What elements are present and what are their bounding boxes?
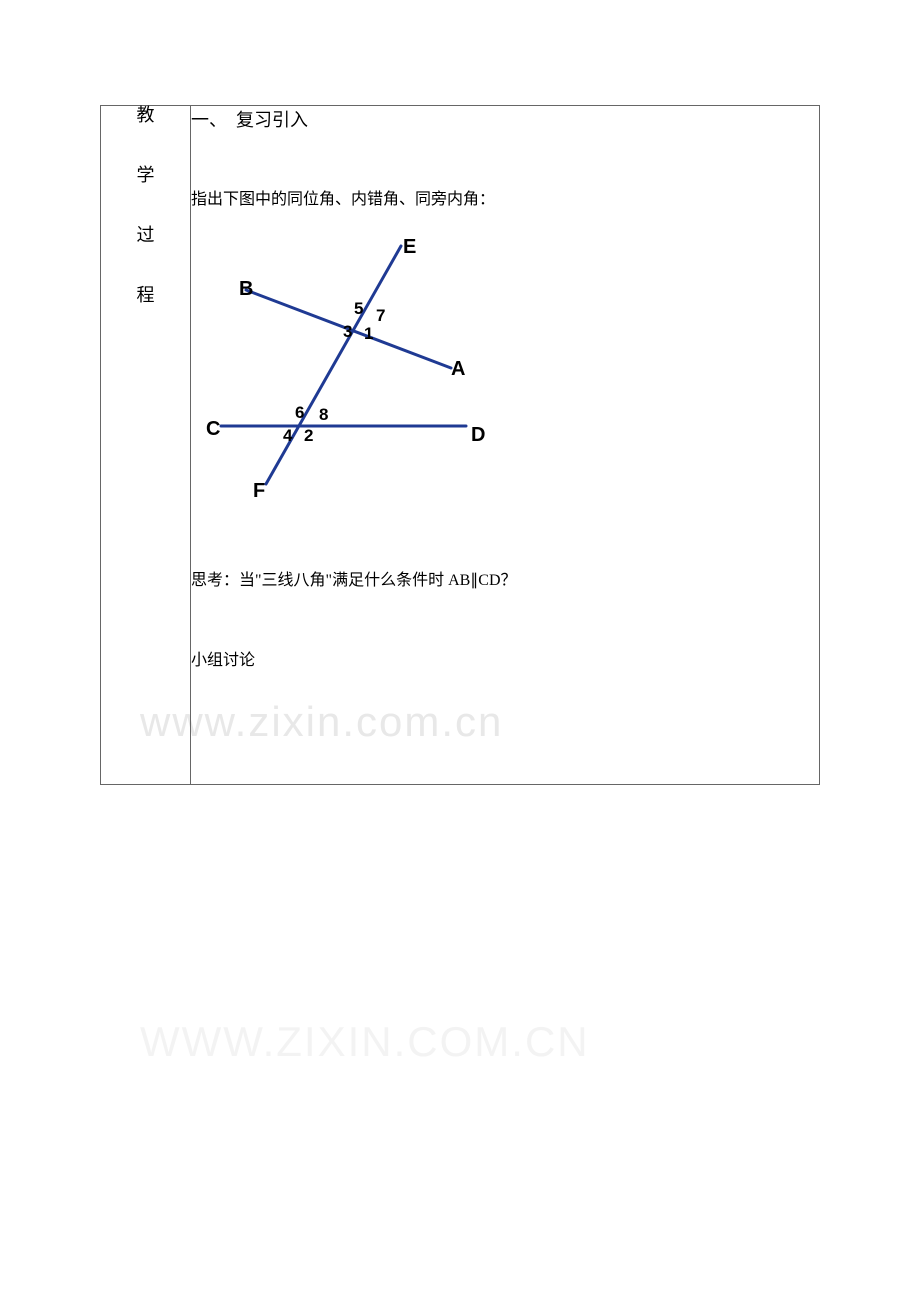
angle-4-label: 4 [283, 426, 292, 446]
left-char-4: 程 [101, 286, 190, 304]
angle-6-label: 6 [295, 403, 304, 423]
left-column: 教 学 过 程 [101, 106, 191, 785]
angle-1-label: 1 [364, 324, 373, 344]
point-f-label: F [253, 480, 265, 503]
instruction-line: 指出下图中的同位角、内错角、同旁内角： [191, 187, 819, 213]
angle-3-label: 3 [343, 322, 352, 342]
angle-8-label: 8 [319, 405, 328, 425]
left-char-2: 学 [101, 166, 190, 184]
point-b-label: B [239, 278, 253, 301]
angle-2-label: 2 [304, 426, 313, 446]
watermark-text-2: WWW.ZIXIN.COM.CN [140, 1018, 590, 1066]
left-char-3: 过 [101, 226, 190, 244]
point-e-label: E [403, 236, 416, 259]
angle-5-label: 5 [354, 299, 363, 319]
section-heading: 一、 复习引入 [191, 106, 819, 132]
discussion-line: 小组讨论 [191, 648, 819, 674]
question-line: 思考：当"三线八角"满足什么条件时 AB∥CD？ [191, 568, 819, 594]
geometry-diagram: E B A C D F 5 7 3 1 6 8 4 2 [191, 228, 601, 538]
lesson-table: 教 学 过 程 一、 复习引入 指出下图中的同位角、内错角、同旁内角： E B … [100, 105, 820, 785]
right-column: 一、 复习引入 指出下图中的同位角、内错角、同旁内角： E B A C D F … [191, 106, 820, 785]
angle-7-label: 7 [376, 306, 385, 326]
point-d-label: D [471, 424, 485, 447]
left-char-1: 教 [101, 106, 190, 124]
point-c-label: C [206, 418, 220, 441]
point-a-label: A [451, 358, 465, 381]
